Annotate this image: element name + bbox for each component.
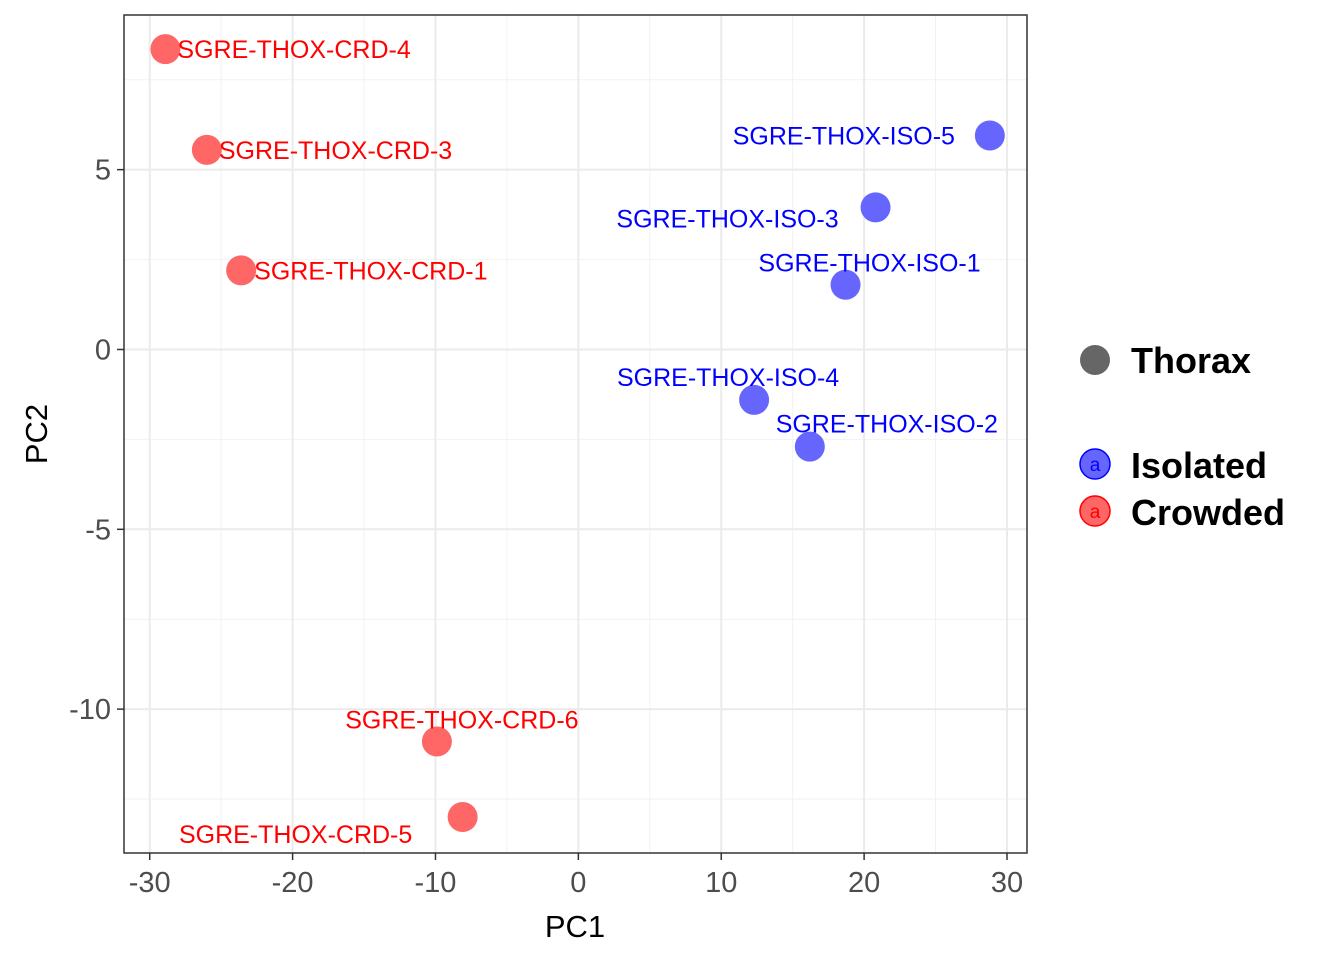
legend-key-crowded bbox=[1079, 495, 1111, 527]
point-label: SGRE-THOX-CRD-5 bbox=[179, 821, 412, 849]
scatter-point bbox=[150, 34, 181, 65]
point-labels: SGRE-THOX-ISO-5 SGRE-THOX-ISO-3 SGRE-THOX-… bbox=[177, 36, 998, 849]
legend-key-isolated bbox=[1079, 448, 1111, 480]
y-tick-label: -10 bbox=[69, 694, 111, 726]
y-tick-label: 5 bbox=[95, 155, 111, 187]
scatter-point bbox=[860, 192, 891, 223]
scatter-point bbox=[830, 269, 861, 300]
legend: Thorax a Isolated a Crowded bbox=[1079, 340, 1285, 533]
legend-label-isolated: Isolated bbox=[1131, 445, 1267, 486]
x-tick-label: -30 bbox=[129, 867, 171, 899]
scatter-point bbox=[974, 120, 1005, 151]
legend-label-crowded: Crowded bbox=[1131, 492, 1285, 533]
legend-key-isolated-glyph: a bbox=[1090, 455, 1101, 476]
legend-shape-key bbox=[1080, 345, 1110, 375]
data-points bbox=[150, 34, 1005, 833]
plot-background bbox=[124, 15, 1027, 853]
x-tick-label: 0 bbox=[570, 867, 586, 899]
scatter-point bbox=[191, 134, 222, 165]
plot-panel-border bbox=[123, 14, 1028, 854]
minor-grid bbox=[124, 15, 1027, 853]
point-label: SGRE-THOX-ISO-5 bbox=[733, 122, 955, 150]
x-tick-label: -10 bbox=[415, 867, 457, 899]
major-grid bbox=[124, 15, 1027, 853]
y-axis: 5 0 -5 -10 bbox=[69, 155, 124, 726]
x-tick-label: -20 bbox=[272, 867, 314, 899]
scatter-point bbox=[447, 802, 478, 833]
scatter-point bbox=[739, 384, 770, 415]
legend-key-crowded-glyph: a bbox=[1090, 502, 1101, 523]
legend-shape-title: Thorax bbox=[1131, 340, 1251, 381]
point-label: SGRE-THOX-ISO-1 bbox=[758, 250, 980, 278]
point-label: SGRE-THOX-CRD-3 bbox=[219, 137, 452, 165]
x-tick-label: 20 bbox=[848, 867, 880, 899]
point-label: SGRE-THOX-ISO-2 bbox=[776, 411, 998, 439]
point-label: SGRE-THOX-CRD-1 bbox=[254, 257, 487, 285]
y-axis-title: PC2 bbox=[19, 404, 54, 464]
x-axis: -30 -20 -10 0 10 20 30 bbox=[129, 853, 1023, 899]
scatter-point bbox=[421, 726, 452, 757]
x-tick-label: 10 bbox=[705, 867, 737, 899]
y-tick-label: 0 bbox=[95, 334, 111, 366]
point-label: SGRE-THOX-CRD-6 bbox=[345, 707, 578, 735]
scatter-point bbox=[226, 255, 257, 286]
point-label: SGRE-THOX-ISO-4 bbox=[617, 364, 839, 392]
point-label: SGRE-THOX-CRD-4 bbox=[177, 36, 410, 64]
x-axis-title: PC1 bbox=[545, 909, 605, 944]
point-label: SGRE-THOX-ISO-3 bbox=[616, 205, 838, 233]
y-tick-label: -5 bbox=[85, 514, 111, 546]
scatter-point bbox=[794, 431, 825, 462]
x-tick-label: 30 bbox=[991, 867, 1023, 899]
